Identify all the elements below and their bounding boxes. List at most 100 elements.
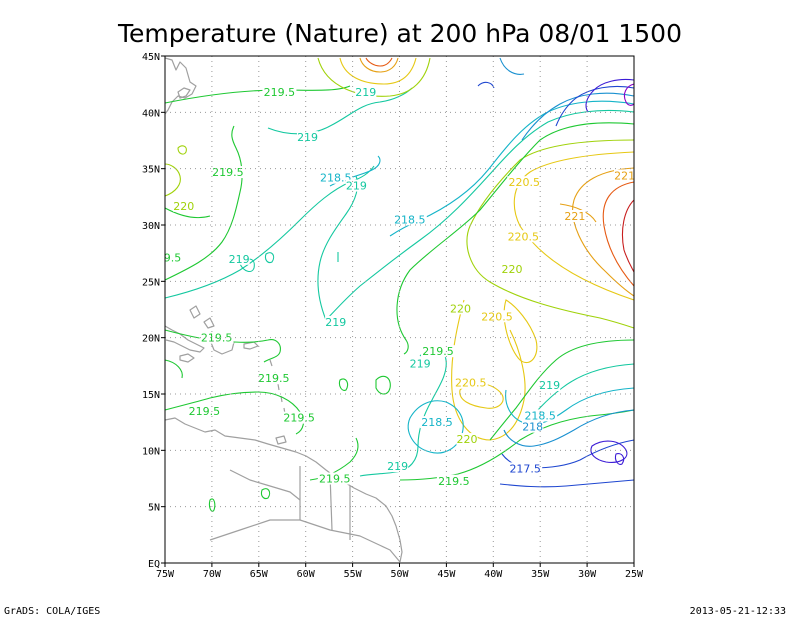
chart-title: Temperature (Nature) at 200 hPa 08/01 15… bbox=[117, 19, 682, 48]
contour-label-bg bbox=[501, 262, 523, 275]
contour-label-bg bbox=[262, 86, 297, 99]
contour-label-bg bbox=[355, 86, 377, 99]
contour-221 bbox=[572, 167, 635, 297]
contour-label: 219 bbox=[539, 379, 560, 392]
contour-label: 219.5 bbox=[438, 475, 470, 488]
y-tick-label: 25N bbox=[142, 277, 160, 288]
x-tick-label: 40W bbox=[484, 569, 503, 580]
x-tick-label: 35W bbox=[531, 569, 550, 580]
contour-label: 218.5 bbox=[421, 416, 453, 429]
contour-219-c bbox=[164, 165, 375, 299]
footer-right-timestamp: 2013-05-21-12:33 bbox=[690, 606, 786, 617]
contour-label-bg bbox=[538, 378, 561, 391]
jamaica-coastline bbox=[179, 353, 195, 363]
contour-label: 219.5 bbox=[283, 412, 315, 425]
contour-north-blue bbox=[499, 57, 525, 75]
contour-label-bg bbox=[409, 357, 431, 370]
x-tick-label: 60W bbox=[297, 569, 316, 580]
contour-label: 220 bbox=[450, 302, 471, 315]
contour-label: 218 bbox=[522, 421, 543, 434]
contour-label-bg bbox=[228, 252, 250, 265]
contour-216.5 bbox=[623, 83, 635, 106]
contour-label: 219.5 bbox=[319, 473, 351, 486]
contour-label: 9.5 bbox=[164, 252, 182, 265]
contour-label: 219.5 bbox=[264, 86, 296, 99]
contour-label: 219 bbox=[410, 358, 431, 371]
contour-label-bg bbox=[522, 420, 544, 433]
contour-label-bg bbox=[523, 409, 558, 422]
contour-label-bg bbox=[420, 345, 455, 358]
contour-north-lime bbox=[317, 57, 431, 97]
contour-label: 220.5 bbox=[481, 310, 513, 323]
contour-label-bg bbox=[508, 462, 543, 475]
y-tick-label: 30N bbox=[142, 221, 160, 232]
contour-221.5 bbox=[602, 181, 635, 287]
contour-label: 219 bbox=[229, 253, 250, 266]
contour-219.5-e bbox=[489, 339, 635, 441]
contour-label: 220 bbox=[502, 263, 523, 276]
contour-220.5-b bbox=[503, 299, 538, 364]
contour-label: 220.5 bbox=[508, 230, 540, 243]
x-tick-label: 25W bbox=[625, 569, 644, 580]
contour-label-bg bbox=[453, 376, 488, 389]
contour-label-bg bbox=[392, 213, 427, 226]
contour-label: 218.5 bbox=[524, 409, 556, 422]
coastline-layer bbox=[164, 57, 403, 563]
x-tick-label: 30W bbox=[578, 569, 597, 580]
trinidad-coastline bbox=[275, 435, 287, 445]
contour-217.5 bbox=[555, 85, 635, 127]
contour-label: 219.5 bbox=[258, 372, 290, 385]
contour-label-bg bbox=[436, 474, 471, 487]
contour-label: 219 bbox=[325, 316, 346, 329]
contour-label: 219 bbox=[355, 86, 376, 99]
contour-label: 217.5 bbox=[509, 462, 541, 475]
contour-label-bg bbox=[345, 179, 367, 192]
contour-label-bg bbox=[420, 416, 455, 429]
contour-west-green bbox=[164, 207, 211, 219]
y-tick-label: EQ bbox=[148, 559, 160, 570]
contour-label-bg bbox=[317, 472, 352, 485]
contour-217-b bbox=[590, 440, 628, 463]
contour-label-bg bbox=[296, 131, 319, 144]
venezuela-border bbox=[229, 469, 301, 501]
contour-222 bbox=[621, 199, 635, 273]
grid-layer bbox=[165, 56, 634, 563]
contour-label-bg bbox=[173, 199, 195, 212]
contour-label: 219.5 bbox=[212, 166, 244, 179]
x-tick-label: 75W bbox=[156, 569, 175, 580]
y-tick-label: 45N bbox=[142, 52, 160, 63]
contour-220-b bbox=[164, 163, 181, 197]
contour-label: 218.5 bbox=[394, 213, 426, 226]
x-axis: 75W 70W 65W 60W 55W 50W 45W 40W 35W 30W 25W bbox=[156, 563, 644, 580]
contour-217-c bbox=[614, 453, 625, 465]
contour-layer bbox=[164, 57, 635, 512]
contour-219.5-k bbox=[208, 498, 216, 512]
contour-219-d bbox=[317, 175, 359, 321]
contour-label-bg bbox=[614, 169, 636, 182]
y-tick-label: 10N bbox=[142, 446, 160, 457]
contour-219-f bbox=[359, 348, 447, 477]
contour-label-bg bbox=[161, 251, 184, 264]
contour-north-blue-b bbox=[477, 81, 495, 89]
contour-label: 219.5 bbox=[422, 345, 454, 358]
north-america-coastline bbox=[164, 57, 197, 115]
y-tick-label: 40N bbox=[142, 108, 160, 119]
contour-label-bg bbox=[199, 331, 234, 344]
contour-label: 221 bbox=[564, 210, 585, 223]
bahamas-islands bbox=[203, 317, 215, 329]
contour-217.5-c bbox=[499, 479, 635, 488]
y-tick-label: 5N bbox=[148, 503, 160, 514]
contour-label: 220 bbox=[457, 433, 478, 446]
contour-219.5 bbox=[164, 85, 351, 104]
contour-label: 219 bbox=[346, 180, 367, 193]
contour-label: 219 bbox=[297, 131, 318, 144]
cuba-coastline bbox=[164, 325, 205, 353]
contour-label: 218.5 bbox=[320, 172, 352, 185]
y-tick-label: 35N bbox=[142, 165, 160, 176]
contour-label: 219.5 bbox=[189, 405, 221, 418]
contour-219.5-j bbox=[260, 488, 271, 500]
contour-label: 220.5 bbox=[455, 377, 487, 390]
south-america-coastline bbox=[164, 417, 403, 563]
contour-220.5 bbox=[513, 151, 635, 301]
